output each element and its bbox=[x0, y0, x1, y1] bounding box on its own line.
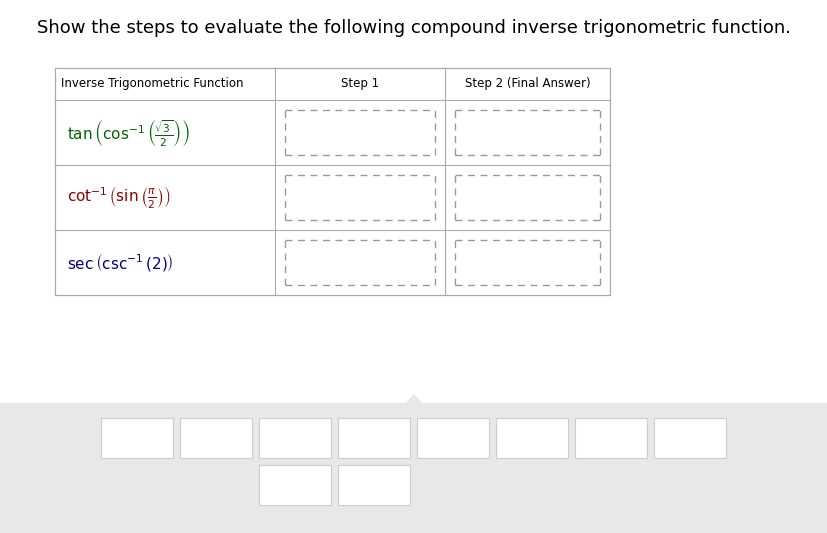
FancyBboxPatch shape bbox=[417, 418, 489, 458]
FancyBboxPatch shape bbox=[180, 418, 252, 458]
Text: $::\!\tan\left(\frac{\pi}{6}\right)$: $::\!\tan\left(\frac{\pi}{6}\right)$ bbox=[506, 429, 557, 447]
Polygon shape bbox=[407, 395, 420, 403]
Bar bbox=[55, 68, 609, 295]
Text: Step 2 (Final Answer): Step 2 (Final Answer) bbox=[464, 77, 590, 91]
Text: $\tan\left(\cos^{-1}\left(\frac{\sqrt{3}}{2}\right)\right)$: $\tan\left(\cos^{-1}\left(\frac{\sqrt{3}… bbox=[67, 117, 189, 148]
FancyBboxPatch shape bbox=[102, 418, 174, 458]
FancyBboxPatch shape bbox=[259, 418, 331, 458]
Text: $::\!\frac{\pi}{4}$: $::\!\frac{\pi}{4}$ bbox=[206, 429, 227, 447]
Text: Step 1: Step 1 bbox=[341, 77, 379, 91]
Text: $::\!\tan\left(\frac{\pi}{3}\right)$: $::\!\tan\left(\frac{\pi}{3}\right)$ bbox=[270, 429, 321, 447]
Text: $::\!\cot^{-1}(\sqrt{3})$: $::\!\cot^{-1}(\sqrt{3})$ bbox=[102, 429, 173, 447]
FancyBboxPatch shape bbox=[259, 465, 331, 505]
FancyBboxPatch shape bbox=[338, 418, 410, 458]
Bar bbox=[0, 403, 827, 533]
FancyBboxPatch shape bbox=[338, 465, 410, 505]
Text: $::\!\cot^{-1}(1)$: $::\!\cot^{-1}(1)$ bbox=[422, 429, 484, 447]
Text: $\cot^{-1}\left(\sin\left(\frac{\pi}{2}\right)\right)$: $\cot^{-1}\left(\sin\left(\frac{\pi}{2}\… bbox=[67, 184, 170, 211]
Text: $::\!\frac{2\sqrt{3}}{3}$: $::\!\frac{2\sqrt{3}}{3}$ bbox=[595, 427, 627, 449]
Text: $\sec\left(\csc^{-1}(2)\right)$: $\sec\left(\csc^{-1}(2)\right)$ bbox=[67, 252, 174, 273]
FancyBboxPatch shape bbox=[496, 418, 568, 458]
Text: $::\!\sec\left(\frac{\pi}{4}\right)$: $::\!\sec\left(\frac{\pi}{4}\right)$ bbox=[270, 476, 321, 494]
Text: $::\!\sec\left(\frac{\pi}{6}\right)$: $::\!\sec\left(\frac{\pi}{6}\right)$ bbox=[348, 429, 399, 447]
FancyBboxPatch shape bbox=[575, 418, 647, 458]
Text: Show the steps to evaluate the following compound inverse trigonometric function: Show the steps to evaluate the following… bbox=[37, 19, 790, 37]
FancyBboxPatch shape bbox=[653, 418, 725, 458]
Text: Inverse Trigonometric Function: Inverse Trigonometric Function bbox=[61, 77, 243, 91]
Text: $::\!\frac{\sqrt{3}}{3}$: $::\!\frac{\sqrt{3}}{3}$ bbox=[676, 427, 704, 449]
Text: $::\!\frac{\pi}{2}$: $::\!\frac{\pi}{2}$ bbox=[363, 475, 385, 495]
